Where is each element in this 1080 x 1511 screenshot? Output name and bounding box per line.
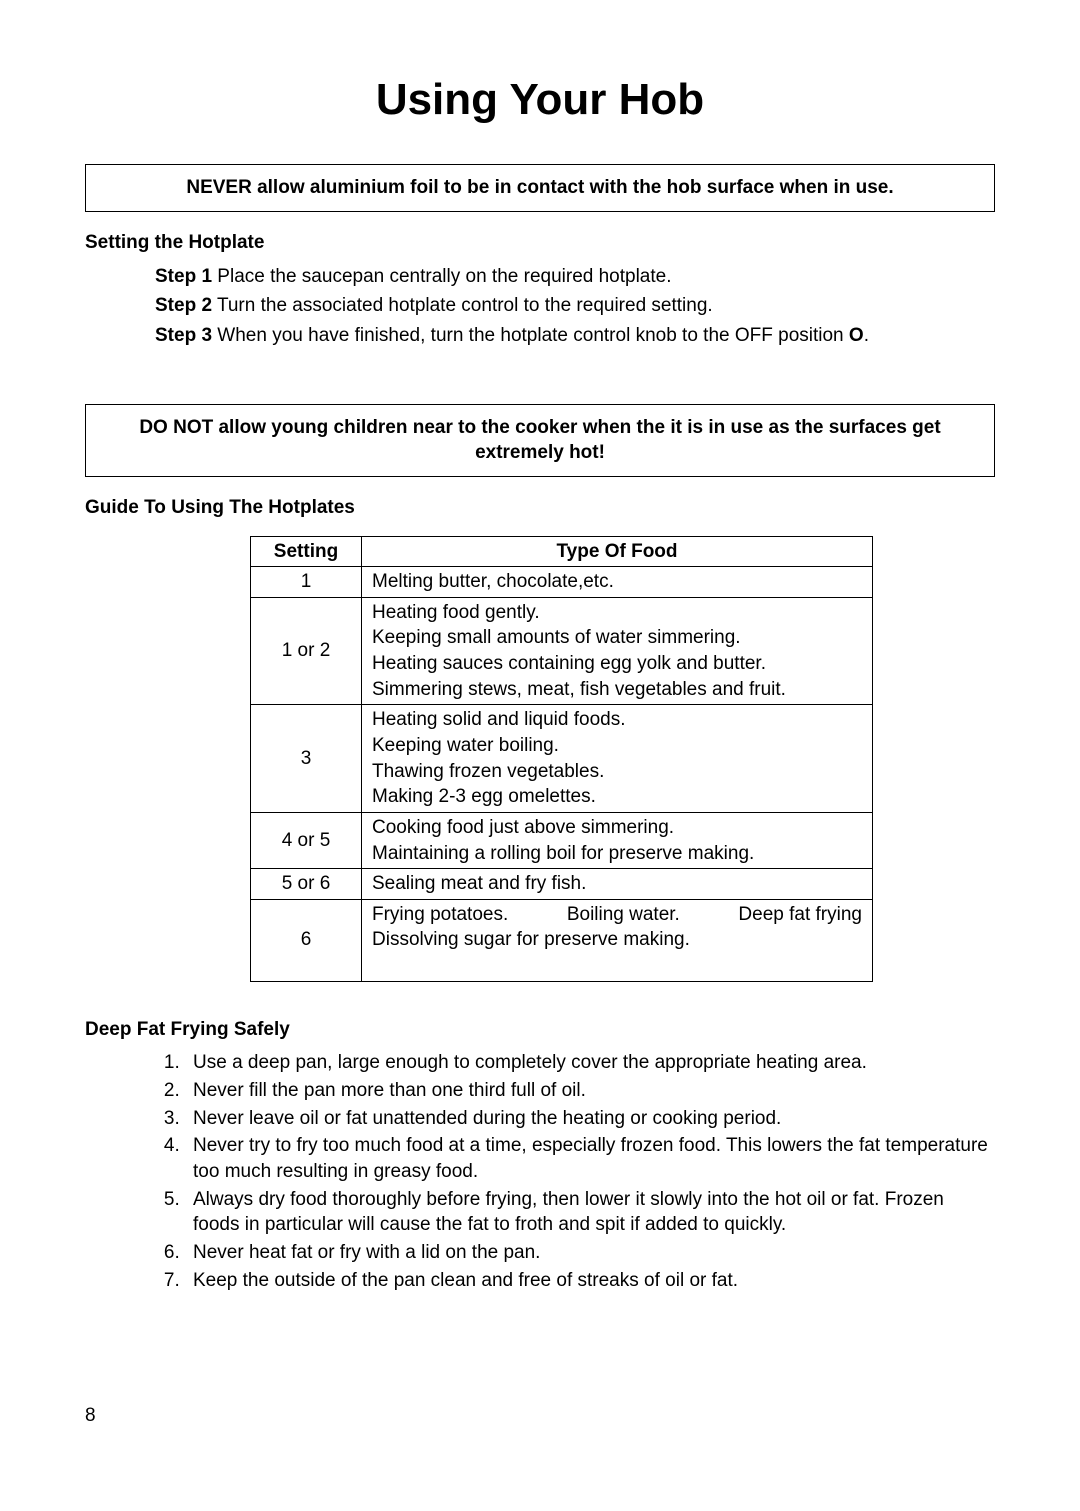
step-1: Step 1 Place the saucepan centrally on t… bbox=[155, 264, 995, 290]
step-label: Step 2 bbox=[155, 295, 212, 316]
food-line: Heating sauces containing egg yolk and b… bbox=[372, 651, 862, 677]
food-line: Heating food gently. bbox=[372, 600, 862, 626]
food-line: Maintaining a rolling boil for preserve … bbox=[372, 841, 862, 867]
safety-item: Never heat fat or fry with a lid on the … bbox=[185, 1240, 995, 1266]
food-line: Simmering stews, meat, fish vegetables a… bbox=[372, 677, 862, 703]
setting-cell: 6 bbox=[251, 899, 362, 981]
warning-foil: NEVER allow aluminium foil to be in cont… bbox=[85, 164, 995, 212]
table-header-row: Setting Type Of Food bbox=[251, 536, 873, 567]
food-line: Heating solid and liquid foods. bbox=[372, 707, 862, 733]
step-text-before: When you have finished, turn the hotplat… bbox=[212, 325, 849, 346]
table-row: 5 or 6 Sealing meat and fry fish. bbox=[251, 869, 873, 900]
step-3: Step 3 When you have finished, turn the … bbox=[155, 323, 995, 349]
food-tri-line: Frying potatoes. Boiling water. Deep fat f… bbox=[372, 902, 862, 928]
setting-cell: 1 bbox=[251, 567, 362, 598]
food-cell: Cooking food just above simmering.Mainta… bbox=[362, 812, 873, 868]
setting-cell: 1 or 2 bbox=[251, 597, 362, 705]
hotplate-table: Setting Type Of Food 1 Melting butter, ch… bbox=[250, 536, 873, 982]
hotplate-table-wrap: Setting Type Of Food 1 Melting butter, ch… bbox=[250, 536, 995, 982]
page: Using Your Hob NEVER allow aluminium foi… bbox=[0, 0, 1080, 1511]
safety-item: Never fill the pan more than one third f… bbox=[185, 1078, 995, 1104]
food-cell: Melting butter, chocolate,etc. bbox=[362, 567, 873, 598]
warning-children: DO NOT allow young children near to the … bbox=[85, 404, 995, 477]
setting-cell: 4 or 5 bbox=[251, 812, 362, 868]
step-label: Step 1 bbox=[155, 266, 212, 287]
food-line: Thawing frozen vegetables. bbox=[372, 759, 862, 785]
food-tri-item: Frying potatoes. bbox=[372, 902, 508, 928]
step-2: Step 2 Turn the associated hotplate cont… bbox=[155, 293, 995, 319]
setting-cell: 5 or 6 bbox=[251, 869, 362, 900]
col-food: Type Of Food bbox=[362, 536, 873, 567]
section-setting-hotplate: Setting the Hotplate bbox=[85, 230, 995, 256]
hotplate-steps: Step 1 Place the saucepan centrally on t… bbox=[155, 264, 995, 349]
col-setting: Setting bbox=[251, 536, 362, 567]
safety-item: Never try to fry too much food at a time… bbox=[185, 1133, 995, 1184]
step-label: Step 3 bbox=[155, 325, 212, 346]
table-row: 4 or 5Cooking food just above simmering.… bbox=[251, 812, 873, 868]
page-title: Using Your Hob bbox=[85, 70, 995, 129]
food-line: Keeping small amounts of water simmering… bbox=[372, 625, 862, 651]
food-tri-item: Deep fat frying bbox=[738, 902, 862, 928]
table-row: 6 Frying potatoes. Boiling water. Deep fat … bbox=[251, 899, 873, 981]
food-line: Making 2-3 egg omelettes. bbox=[372, 784, 862, 810]
safety-item: Always dry food thoroughly before frying… bbox=[185, 1187, 995, 1238]
setting-cell: 3 bbox=[251, 705, 362, 813]
step-bold-tail: O bbox=[849, 325, 864, 346]
food-line: Dissolving sugar for preserve making. bbox=[372, 927, 862, 953]
food-tri-item: Boiling water. bbox=[567, 902, 680, 928]
table-row: 1 or 2Heating food gently.Keeping small … bbox=[251, 597, 873, 705]
table-row: 3Heating solid and liquid foods.Keeping … bbox=[251, 705, 873, 813]
food-line-blank bbox=[372, 953, 862, 979]
safety-list: Use a deep pan, large enough to complete… bbox=[160, 1050, 995, 1293]
food-cell: Heating solid and liquid foods.Keeping w… bbox=[362, 705, 873, 813]
food-line: Keeping water boiling. bbox=[372, 733, 862, 759]
food-cell: Sealing meat and fry fish. bbox=[362, 869, 873, 900]
section-guide-hotplates: Guide To Using The Hotplates bbox=[85, 495, 995, 521]
step-text: Place the saucepan centrally on the requ… bbox=[212, 266, 671, 287]
section-deep-fat-frying: Deep Fat Frying Safely bbox=[85, 1017, 995, 1043]
food-cell: Frying potatoes. Boiling water. Deep fat f… bbox=[362, 899, 873, 981]
food-line: Melting butter, chocolate,etc. bbox=[372, 569, 862, 595]
step-text-after: . bbox=[864, 325, 869, 346]
step-text: Turn the associated hotplate control to … bbox=[212, 295, 713, 316]
food-line: Sealing meat and fry fish. bbox=[372, 871, 862, 897]
food-line: Cooking food just above simmering. bbox=[372, 815, 862, 841]
safety-item: Never leave oil or fat unattended during… bbox=[185, 1106, 995, 1132]
page-number: 8 bbox=[85, 1403, 96, 1429]
table-row: 1 Melting butter, chocolate,etc. bbox=[251, 567, 873, 598]
safety-item: Use a deep pan, large enough to complete… bbox=[185, 1050, 995, 1076]
food-cell: Heating food gently.Keeping small amount… bbox=[362, 597, 873, 705]
safety-item: Keep the outside of the pan clean and fr… bbox=[185, 1268, 995, 1294]
